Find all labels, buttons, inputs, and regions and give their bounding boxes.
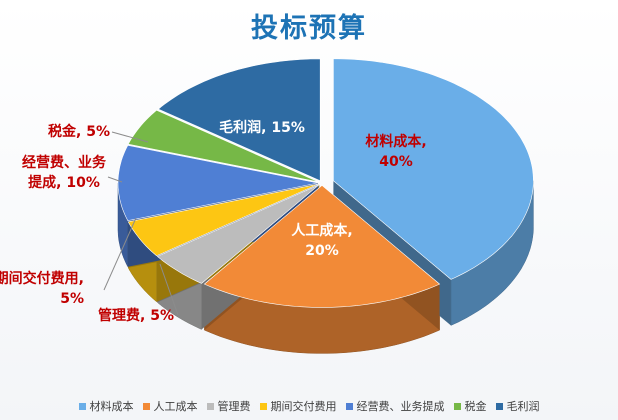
data-label-line: 毛利润, 15% (219, 119, 305, 136)
pie-slice-管理费 (156, 184, 320, 284)
data-label-line: 税金, 5% (48, 123, 110, 140)
legend-label: 期间交付费用 (270, 400, 337, 413)
chart-title: 投标预算 (251, 13, 367, 44)
chart-legend: 材料成本 人工成本 管理费 期间交付费用 经营费、业务提成 税金 毛利润 (0, 398, 618, 414)
data-label-line: 提成, 10% (28, 174, 100, 191)
data-label-line: 40% (379, 154, 413, 170)
data-label-line: 20% (305, 243, 339, 259)
leader-line-管理费 (159, 263, 179, 316)
legend-label: 人工成本 (153, 400, 198, 413)
data-label-材料成本: 材料成本, 40% (365, 133, 426, 170)
legend-label: 税金 (464, 400, 487, 413)
pie-slice-毛利润 (157, 58, 321, 182)
pie-top-faces (117, 58, 534, 308)
data-label-line: 5% (60, 291, 84, 307)
legend-swatch (142, 402, 150, 410)
legend-swatch (345, 402, 353, 410)
legend-item-人工成本: 人工成本 (142, 398, 198, 414)
pie-slice-材料成本 (333, 58, 534, 280)
legend-item-管理费: 管理费 (206, 398, 251, 414)
data-label-line: 人工成本, (291, 222, 352, 239)
leader-line-期间交付费用 (103, 217, 137, 291)
data-label-期间交付费用: 期间交付费用, 5% (0, 270, 84, 307)
legend-item-毛利润: 毛利润 (495, 398, 540, 414)
legend-item-材料成本: 材料成本 (78, 398, 134, 414)
legend-swatch (259, 402, 267, 410)
legend-label: 材料成本 (89, 400, 134, 413)
legend-swatch (453, 402, 461, 410)
leader-line-经营费-业务提成 (107, 176, 123, 183)
data-label-line: 经营费、业务 (22, 154, 107, 171)
legend-swatch (495, 402, 503, 410)
data-label-管理费: 管理费, 5% (98, 307, 174, 324)
data-label-人工成本: 人工成本, 20% (291, 222, 352, 259)
legend-label: 经营费、业务提成 (356, 400, 445, 413)
legend-label: 管理费 (217, 400, 251, 413)
legend-item-经营费-业务提成: 经营费、业务提成 (345, 398, 445, 414)
legend-label: 毛利润 (506, 400, 540, 413)
pie-slice-人工成本 (203, 185, 441, 308)
leader-line-税金 (111, 131, 149, 143)
data-label-经营费-业务提成: 经营费、业务提成, 10% (22, 154, 107, 191)
data-label-line: 管理费, 5% (98, 307, 174, 324)
data-label-line: 期间交付费用, (0, 270, 84, 287)
legend-swatch (206, 402, 214, 410)
legend-item-税金: 税金 (453, 398, 487, 414)
pie-slice-期间交付费用 (127, 183, 319, 257)
pie-slice-税金 (127, 109, 319, 183)
data-label-税金: 税金, 5% (48, 123, 110, 140)
legend-item-期间交付费用: 期间交付费用 (259, 398, 337, 414)
data-label-毛利润: 毛利润, 15% (219, 119, 305, 136)
legend-swatch (78, 402, 86, 410)
pie-data-labels: 材料成本, 40% 人工成本, 20% 管理费, 5% 期间交付费用, 5% 经营费、业务提成… (0, 119, 427, 324)
pie-slice-经营费-业务提成 (117, 144, 319, 222)
data-label-line: 材料成本, (365, 133, 426, 150)
